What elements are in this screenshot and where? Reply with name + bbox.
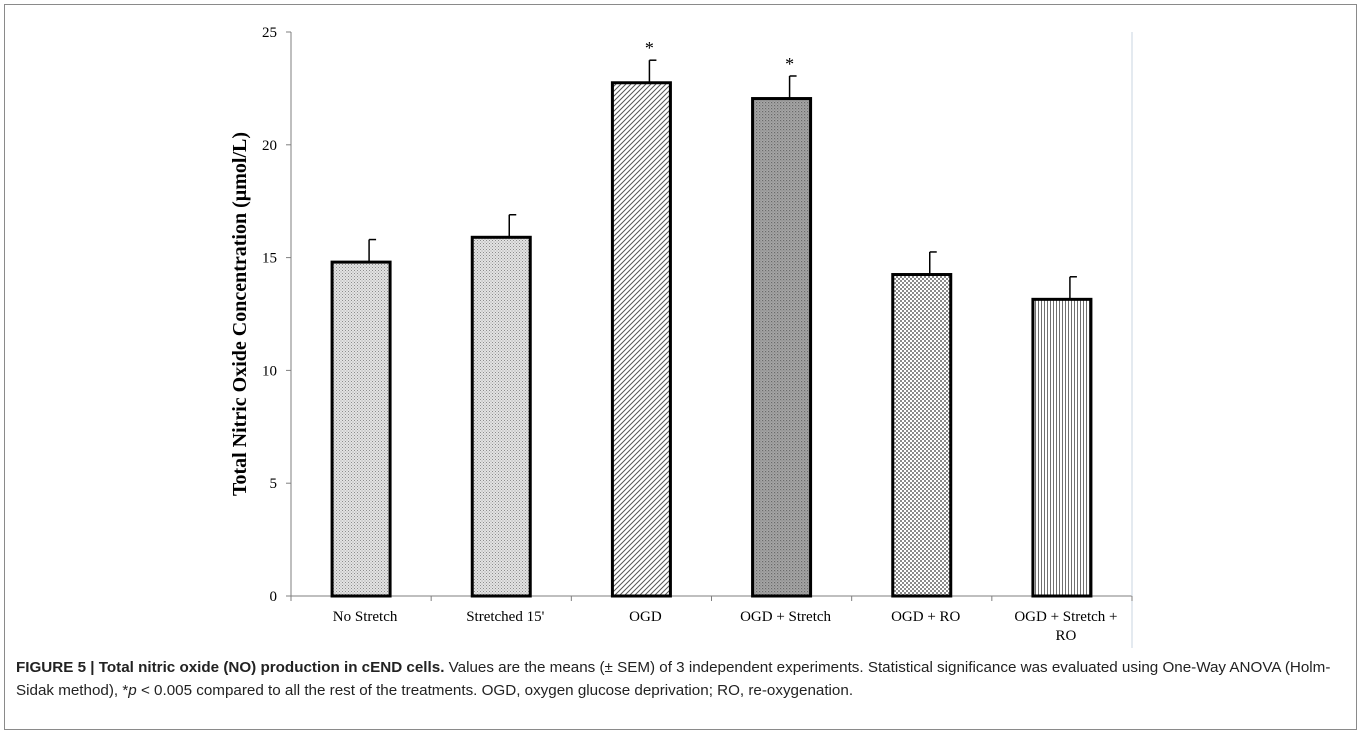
axes: 0 5 10 15 20 25 [262, 25, 1133, 648]
figure-caption: FIGURE 5 | Total nitric oxide (NO) produ… [16, 656, 1346, 702]
x-tick-label: No Stretch [333, 609, 398, 625]
bar [610, 81, 672, 598]
significance-marker: * [785, 54, 794, 74]
bar [330, 260, 392, 598]
y-tick-label: 25 [262, 25, 277, 41]
y-tick-label: 20 [262, 138, 277, 154]
y-axis-title: Total Nitric Oxide Concentration (µmol/L… [229, 132, 251, 496]
x-tick-label: Stretched 15' [466, 609, 544, 625]
x-tick-label: RO [1055, 628, 1076, 644]
y-tick-label: 15 [262, 251, 277, 267]
bar [891, 273, 953, 598]
x-tick-label: OGD + Stretch [740, 609, 831, 625]
y-tick-label: 10 [262, 363, 277, 379]
bar [1031, 297, 1093, 598]
caption-label: FIGURE 5 | Total nitric oxide (NO) produ… [16, 659, 445, 676]
y-tick-label: 0 [270, 589, 278, 605]
significance-marker: * [645, 38, 654, 58]
caption-text-2: < 0.005 compared to all the rest of the … [136, 682, 854, 699]
x-tick-label: OGD + Stretch + [1014, 609, 1117, 625]
bar [751, 97, 813, 598]
caption-text-1: Values are the means (± SEM) of 3 indepe… [16, 659, 1331, 699]
x-tick-label: OGD + RO [891, 609, 960, 625]
bars: No Stretch Stretched 15' * OGD * OGD + Stretc… [330, 38, 1117, 644]
caption-p-symbol: p [128, 682, 137, 699]
y-tick-label: 5 [270, 476, 278, 492]
bar-chart: 0 5 10 15 20 25 No Stretch Stretched 15' * OGD * O… [229, 25, 1133, 648]
bar [470, 235, 532, 598]
x-tick-label: OGD [629, 609, 662, 625]
